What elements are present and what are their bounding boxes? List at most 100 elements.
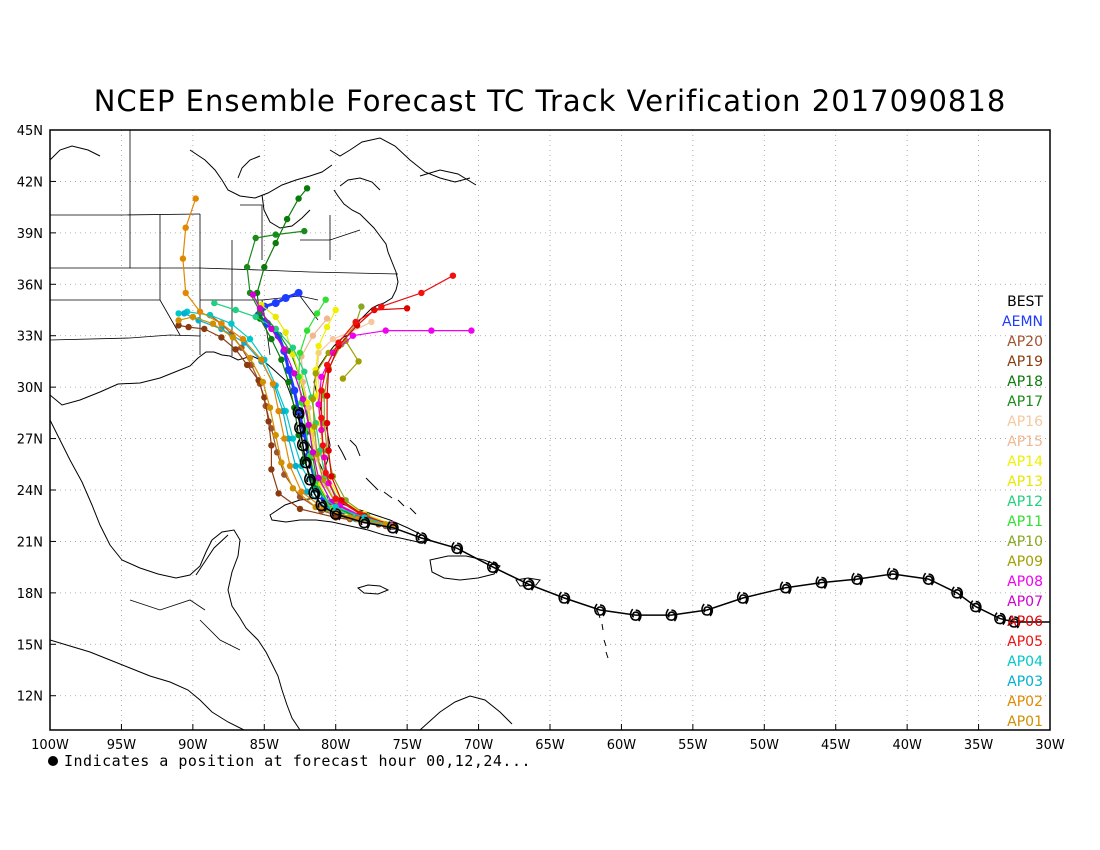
legend-entry: AP08 bbox=[1007, 574, 1043, 590]
track-line bbox=[178, 311, 394, 527]
track-line bbox=[326, 307, 408, 527]
track-position-point bbox=[239, 335, 247, 343]
legend-entry: AP13 bbox=[1007, 474, 1043, 490]
track-position-point bbox=[303, 399, 311, 406]
lat-tick-label: 18N bbox=[17, 587, 43, 602]
longitude-tick-labels: 100W 95W 90W 85W 80W 75W 70W 65W 60W 55W 50W 45W 40W… bbox=[31, 724, 1065, 753]
track-position-point bbox=[268, 335, 275, 343]
lon-tick-label: 50W bbox=[750, 738, 780, 753]
track-position-point bbox=[272, 239, 279, 247]
track-position-point bbox=[272, 313, 279, 321]
hurricane-symbol-icon bbox=[736, 591, 749, 605]
track-position-point bbox=[281, 435, 288, 442]
lat-tick-label: 42N bbox=[17, 175, 43, 190]
hurricane-symbol-icon bbox=[701, 603, 714, 617]
track-position-point bbox=[322, 296, 329, 303]
track-position-point bbox=[323, 419, 331, 427]
track-position-point bbox=[355, 358, 362, 365]
track-position-point bbox=[218, 334, 225, 341]
hurricane-symbol-icon bbox=[486, 560, 499, 574]
track-position-point bbox=[256, 305, 264, 312]
legend-entry: AEMN bbox=[1002, 314, 1043, 330]
legend-entry: AP18 bbox=[1007, 374, 1043, 390]
track-position-point bbox=[271, 299, 280, 308]
track-position-point bbox=[268, 325, 275, 333]
track-position-point bbox=[281, 294, 290, 302]
hurricane-symbol-icon bbox=[386, 521, 399, 535]
track-position-point bbox=[349, 332, 357, 339]
lat-tick-label: 12N bbox=[17, 690, 43, 705]
footnote: Indicates a position at forecast hour 00… bbox=[48, 752, 531, 770]
track-position-point bbox=[278, 356, 285, 363]
lat-tick-label: 27N bbox=[17, 433, 43, 448]
track-position-point bbox=[305, 421, 312, 429]
legend-entry: AP03 bbox=[1007, 674, 1043, 690]
track-position-point bbox=[309, 395, 317, 403]
track-position-point bbox=[301, 227, 308, 235]
lon-tick-label: 90W bbox=[178, 738, 208, 753]
track-position-point bbox=[318, 414, 325, 422]
track-position-point bbox=[182, 289, 189, 297]
track-position-point bbox=[258, 356, 265, 363]
track-position-point bbox=[332, 495, 339, 502]
legend-entry: BEST bbox=[1007, 294, 1043, 310]
lon-tick-label: 70W bbox=[464, 738, 494, 753]
track-position-point bbox=[318, 387, 325, 394]
hurricane-symbol-icon bbox=[315, 498, 328, 512]
track-position-point bbox=[323, 392, 331, 399]
legend-entry: AP09 bbox=[1007, 554, 1043, 570]
hurricane-symbol-icon bbox=[629, 608, 642, 622]
track-position-point bbox=[289, 344, 297, 351]
track-position-point bbox=[243, 263, 251, 271]
track-position-point bbox=[218, 320, 225, 327]
legend-entry: AP01 bbox=[1007, 714, 1043, 730]
lat-tick-label: 24N bbox=[17, 484, 43, 499]
track-position-point bbox=[179, 255, 187, 262]
hurricane-symbol-icon bbox=[1008, 615, 1021, 629]
state-borders bbox=[50, 130, 399, 651]
track-position-point bbox=[329, 335, 337, 343]
track-position-point bbox=[275, 490, 282, 497]
track-position-point bbox=[332, 306, 339, 314]
hurricane-symbol-icon bbox=[329, 507, 342, 521]
lon-tick-label: 65W bbox=[535, 738, 565, 753]
track-position-point bbox=[196, 308, 204, 315]
hurricane-symbol-icon bbox=[304, 473, 316, 487]
track-position-point bbox=[339, 375, 347, 382]
lon-tick-label: 95W bbox=[107, 738, 137, 753]
lon-tick-label: 85W bbox=[250, 738, 280, 753]
track-position-point bbox=[249, 291, 257, 298]
lat-tick-label: 21N bbox=[17, 535, 43, 550]
hurricane-symbol-icon bbox=[886, 567, 899, 581]
track-position-point bbox=[185, 323, 192, 331]
lon-tick-label: 55W bbox=[678, 738, 708, 753]
track-position-point bbox=[286, 462, 294, 470]
hurricane-symbol-icon bbox=[296, 438, 309, 452]
track-position-point bbox=[315, 342, 322, 350]
track-position-point bbox=[291, 370, 298, 377]
legend-entry: AP06 bbox=[1007, 614, 1043, 630]
hurricane-symbol-icon bbox=[558, 591, 571, 605]
track-position-point bbox=[323, 315, 331, 322]
lon-tick-label: 30W bbox=[1035, 738, 1065, 753]
track-position-point bbox=[312, 370, 319, 377]
track-position-point bbox=[272, 431, 279, 439]
hurricane-symbol-icon bbox=[815, 576, 828, 590]
ensemble-track bbox=[175, 313, 389, 528]
ensemble-track bbox=[175, 308, 397, 530]
lon-tick-label: 45W bbox=[821, 738, 851, 753]
track-position-point bbox=[272, 231, 279, 238]
hurricane-symbol-icon bbox=[451, 541, 464, 555]
track-line bbox=[182, 198, 394, 527]
track-position-point bbox=[246, 335, 254, 343]
latitude-tick-labels: 45N 42N 39N 36N 33N 30N 27N 24N 21N 18N 15N 12N bbox=[17, 124, 56, 705]
track-line bbox=[246, 230, 394, 527]
track-position-point bbox=[201, 325, 208, 333]
legend-entry: AP10 bbox=[1007, 534, 1043, 550]
hurricane-symbol-icon bbox=[594, 603, 606, 617]
hurricane-symbol-icon bbox=[294, 421, 306, 435]
track-position-point bbox=[382, 327, 389, 334]
track-position-point bbox=[403, 305, 411, 312]
legend-entry: AP05 bbox=[1007, 634, 1043, 650]
track-position-point bbox=[449, 272, 457, 279]
